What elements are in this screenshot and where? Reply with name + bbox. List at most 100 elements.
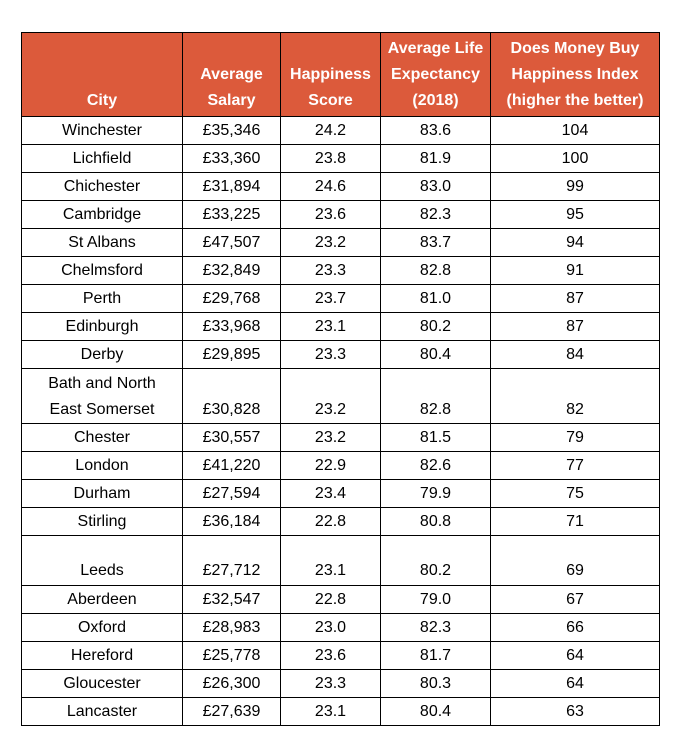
value-cell: £33,360: [182, 144, 281, 173]
table-row: Lichfield £33,360 23.8 81.9 100: [21, 144, 660, 173]
value-cell: 22.8: [280, 585, 381, 614]
value-cell: 69: [490, 535, 660, 586]
table-row: St Albans £47,507 23.2 83.7 94: [21, 228, 660, 257]
table-row: Durham £27,594 23.4 79.9 75: [21, 479, 660, 508]
city-cell: Chester: [21, 423, 183, 452]
value-cell: £29,895: [182, 340, 281, 369]
value-cell: 84: [490, 340, 660, 369]
column-header: Average Life Expectancy (2018): [380, 32, 491, 117]
value-cell: £47,507: [182, 228, 281, 257]
table-row: London £41,220 22.9 82.6 77: [21, 451, 660, 480]
table-row: Leeds £27,712 23.1 80.2 69: [21, 535, 660, 586]
city-cell: Lancaster: [21, 697, 183, 726]
value-cell: 104: [490, 116, 660, 145]
city-cell: Chichester: [21, 172, 183, 201]
value-cell: 23.1: [280, 535, 381, 586]
city-cell: London: [21, 451, 183, 480]
value-cell: £33,968: [182, 312, 281, 341]
value-cell: 99: [490, 172, 660, 201]
city-cell: Perth: [21, 284, 183, 313]
value-cell: £27,712: [182, 535, 281, 586]
city-cell: Bath and North East Somerset: [21, 368, 183, 424]
value-cell: £31,894: [182, 172, 281, 201]
city-cell: Derby: [21, 340, 183, 369]
value-cell: £41,220: [182, 451, 281, 480]
table-row: Derby £29,895 23.3 80.4 84: [21, 340, 660, 369]
value-cell: 82.3: [380, 200, 491, 229]
value-cell: 23.6: [280, 200, 381, 229]
table-row: Gloucester £26,300 23.3 80.3 64: [21, 669, 660, 698]
value-cell: 80.2: [380, 535, 491, 586]
value-cell: 82.3: [380, 613, 491, 642]
value-cell: 82.8: [380, 256, 491, 285]
table-row: Cambridge £33,225 23.6 82.3 95: [21, 200, 660, 229]
value-cell: 23.4: [280, 479, 381, 508]
value-cell: 80.2: [380, 312, 491, 341]
value-cell: 23.8: [280, 144, 381, 173]
value-cell: £36,184: [182, 507, 281, 536]
table-row: Winchester £35,346 24.2 83.6 104: [21, 116, 660, 145]
value-cell: 23.1: [280, 697, 381, 726]
value-cell: £26,300: [182, 669, 281, 698]
value-cell: 81.0: [380, 284, 491, 313]
value-cell: £30,557: [182, 423, 281, 452]
header-row: City Average Salary Happiness Score Average…: [21, 32, 660, 117]
value-cell: 100: [490, 144, 660, 173]
value-cell: 80.3: [380, 669, 491, 698]
table-row: Chester £30,557 23.2 81.5 79: [21, 423, 660, 452]
value-cell: £32,849: [182, 256, 281, 285]
value-cell: 83.7: [380, 228, 491, 257]
value-cell: 75: [490, 479, 660, 508]
value-cell: 63: [490, 697, 660, 726]
value-cell: 66: [490, 613, 660, 642]
value-cell: 24.2: [280, 116, 381, 145]
value-cell: 23.7: [280, 284, 381, 313]
value-cell: 23.1: [280, 312, 381, 341]
city-cell: Gloucester: [21, 669, 183, 698]
value-cell: 23.2: [280, 228, 381, 257]
value-cell: 82.8: [380, 368, 491, 424]
table-row: Stirling £36,184 22.8 80.8 71: [21, 507, 660, 536]
city-cell: Hereford: [21, 641, 183, 670]
value-cell: £27,639: [182, 697, 281, 726]
city-cell: Cambridge: [21, 200, 183, 229]
value-cell: £32,547: [182, 585, 281, 614]
column-header: Does Money Buy Happiness Index (higher t…: [490, 32, 660, 117]
value-cell: 81.9: [380, 144, 491, 173]
table-row: Aberdeen £32,547 22.8 79.0 67: [21, 585, 660, 614]
value-cell: 95: [490, 200, 660, 229]
value-cell: 24.6: [280, 172, 381, 201]
value-cell: 87: [490, 312, 660, 341]
table-row: Bath and North East Somerset £30,828 23.2 8…: [21, 368, 660, 424]
table-row: Lancaster £27,639 23.1 80.4 63: [21, 697, 660, 726]
value-cell: 83.0: [380, 172, 491, 201]
value-cell: 22.8: [280, 507, 381, 536]
value-cell: 23.3: [280, 340, 381, 369]
city-cell: Durham: [21, 479, 183, 508]
value-cell: 80.4: [380, 697, 491, 726]
column-header: City: [21, 32, 183, 117]
value-cell: £29,768: [182, 284, 281, 313]
value-cell: 81.7: [380, 641, 491, 670]
value-cell: 80.8: [380, 507, 491, 536]
city-cell: Chelmsford: [21, 256, 183, 285]
value-cell: 87: [490, 284, 660, 313]
value-cell: 23.6: [280, 641, 381, 670]
value-cell: £33,225: [182, 200, 281, 229]
value-cell: 23.3: [280, 669, 381, 698]
value-cell: 79.0: [380, 585, 491, 614]
table-row: Hereford £25,778 23.6 81.7 64: [21, 641, 660, 670]
table-row: Perth £29,768 23.7 81.0 87: [21, 284, 660, 313]
city-cell: Edinburgh: [21, 312, 183, 341]
value-cell: £25,778: [182, 641, 281, 670]
city-cell: Leeds: [21, 535, 183, 586]
table-row: Chichester £31,894 24.6 83.0 99: [21, 172, 660, 201]
value-cell: 64: [490, 641, 660, 670]
value-cell: 22.9: [280, 451, 381, 480]
value-cell: 64: [490, 669, 660, 698]
value-cell: 23.3: [280, 256, 381, 285]
value-cell: 83.6: [380, 116, 491, 145]
value-cell: 71: [490, 507, 660, 536]
city-cell: Stirling: [21, 507, 183, 536]
